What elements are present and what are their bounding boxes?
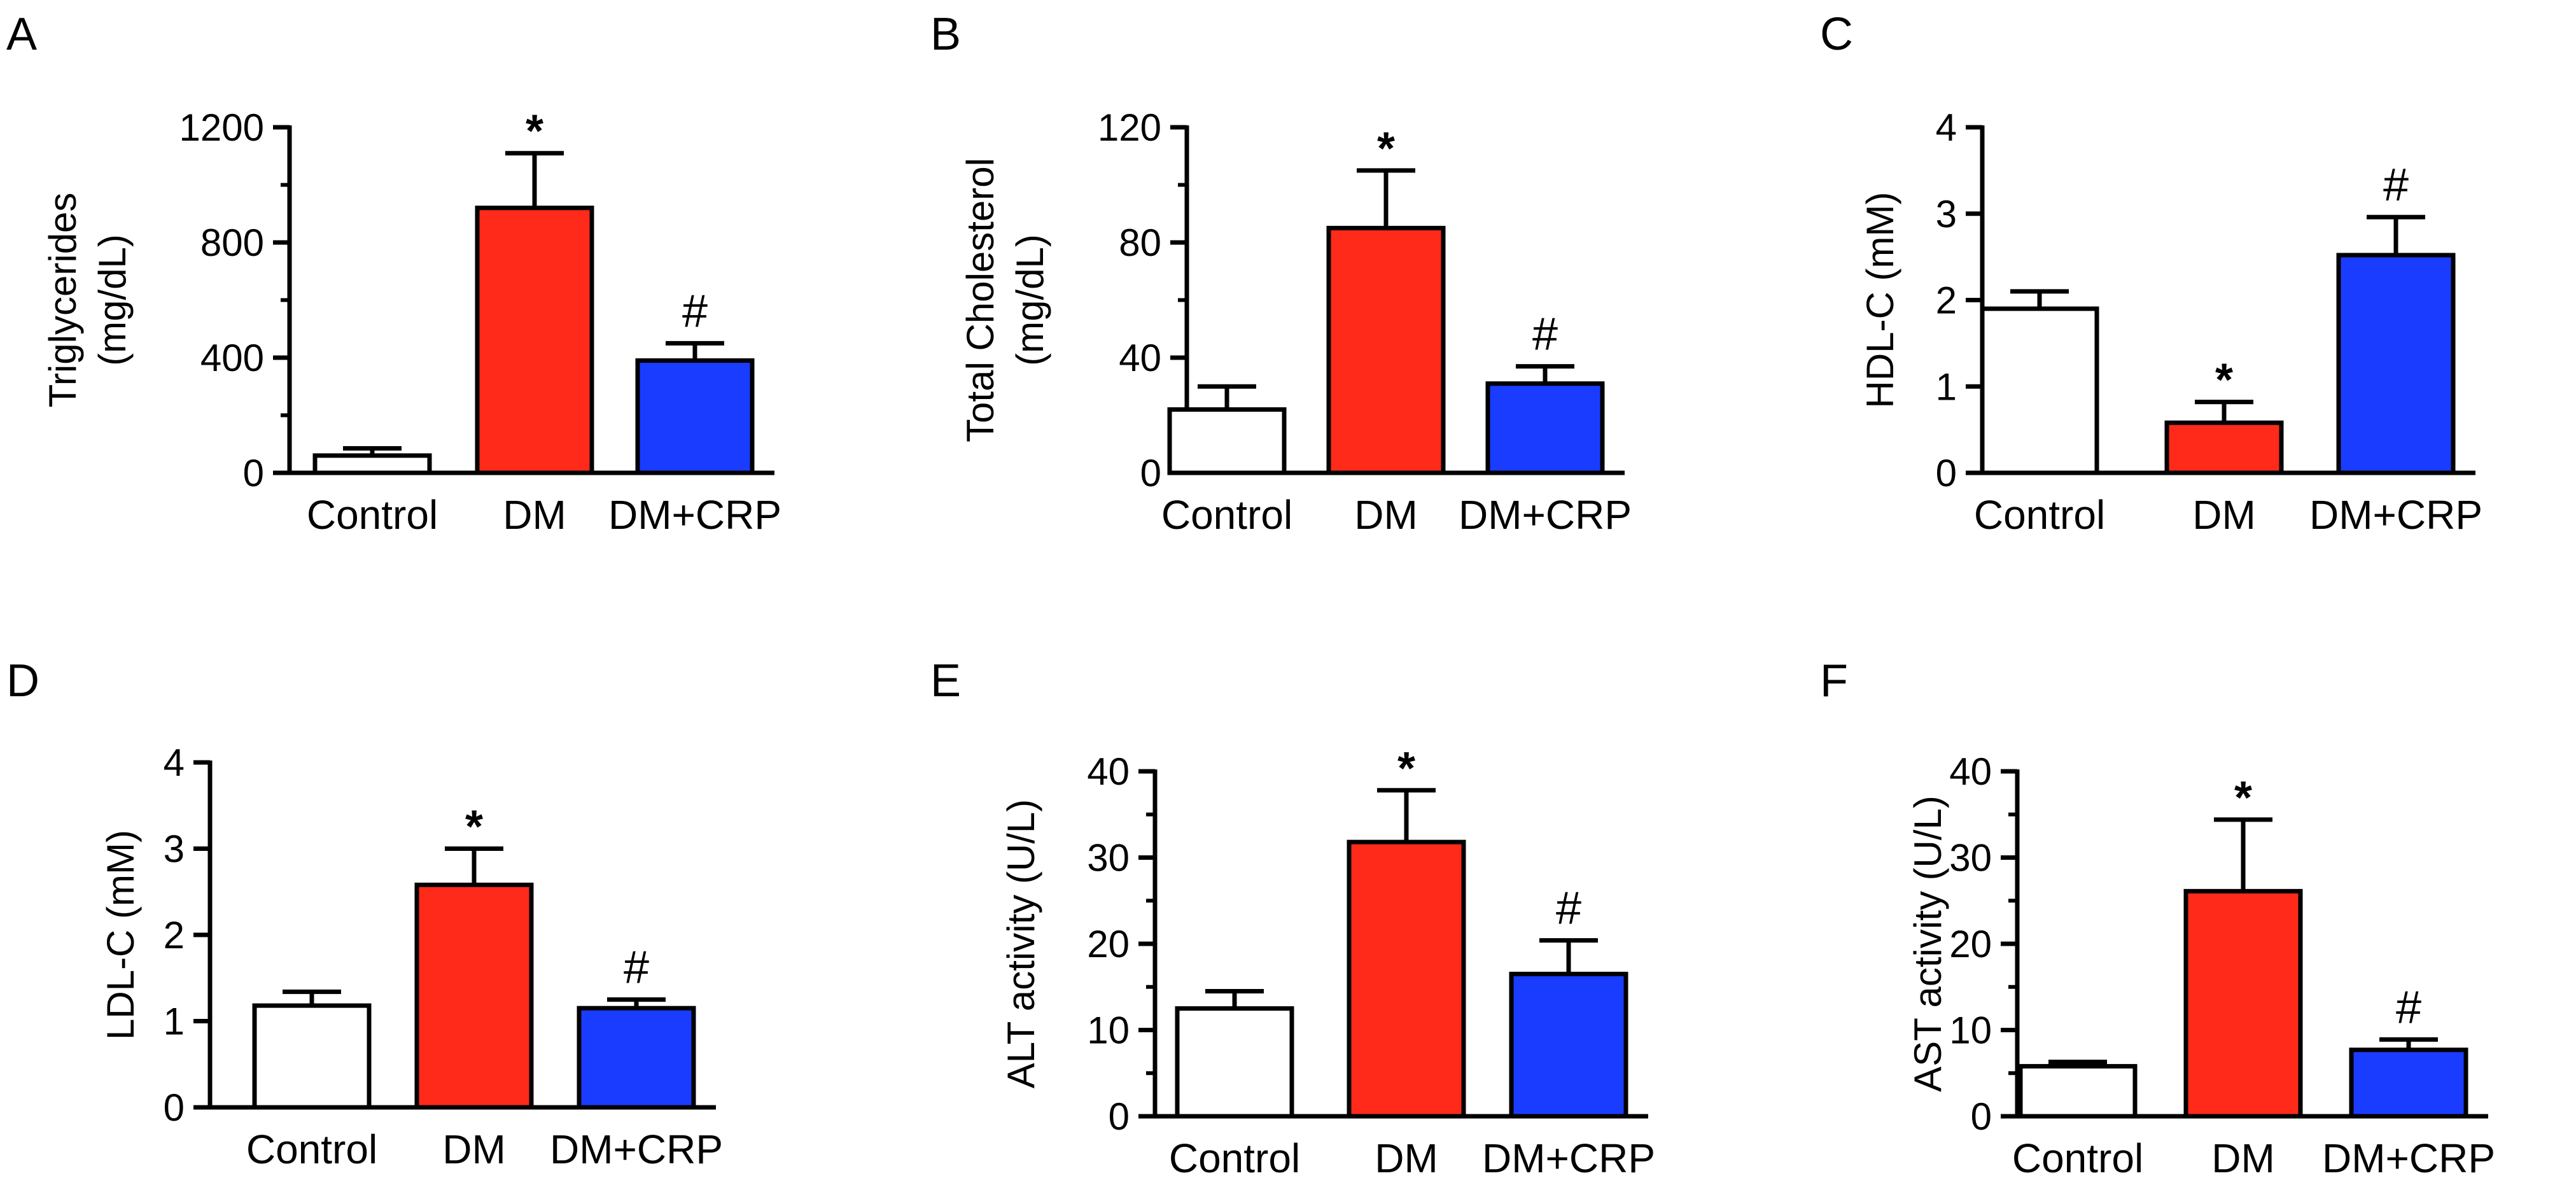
- x-category-label: DM: [503, 492, 566, 538]
- significance-hash: #: [2383, 160, 2409, 211]
- y-tick-label: 0: [164, 1086, 185, 1129]
- bar-control: [1980, 306, 2099, 475]
- y-tick-label: 0: [1936, 452, 1957, 494]
- y-axis-label: Triglycerides: [41, 193, 84, 408]
- y-tick-label: 40: [1087, 750, 1130, 793]
- x-category-label: Control: [1161, 492, 1292, 538]
- significance-hash: #: [1556, 883, 1581, 934]
- y-axis-label: ALT activity (U/L): [1000, 799, 1042, 1089]
- x-category-label: DM+CRP: [1482, 1135, 1655, 1181]
- y-tick-label: 3: [164, 828, 185, 871]
- y-tick-label: 20: [1949, 923, 1992, 965]
- y-axis-label: (mg/dL): [91, 234, 134, 366]
- y-tick-label: 10: [1087, 1009, 1130, 1052]
- panel-f: F AST activity (U/L) 0 10 20 30 40 Control * DM # D…: [1820, 656, 2495, 1181]
- significance-star: *: [526, 106, 543, 157]
- panel-d: D LDL-C (mM) 0 1 2 3 4 Control * DM # DM+CRP: [6, 656, 723, 1172]
- y-tick-label: 1: [1936, 365, 1957, 408]
- bar-control: [2018, 1063, 2138, 1119]
- x-category-label: Control: [1974, 492, 2105, 538]
- bar-dm: [414, 882, 534, 1110]
- x-category-label: DM+CRP: [550, 1126, 723, 1172]
- significance-hash: #: [1532, 309, 1558, 360]
- bar-dm-plus-crp: [2349, 1048, 2468, 1119]
- panel-letter: C: [1820, 9, 1853, 60]
- bar-dm: [2164, 420, 2284, 475]
- y-axis-label: Total Cholesterol: [959, 158, 1002, 442]
- y-axis-label: (mg/dL): [1009, 234, 1051, 366]
- significance-star: *: [1397, 743, 1415, 794]
- y-tick-label: 0: [1140, 452, 1161, 494]
- bar-dm: [475, 206, 594, 475]
- x-category-label: DM+CRP: [2309, 492, 2482, 538]
- y-tick-label: 10: [1949, 1009, 1992, 1052]
- x-category-label: DM: [2192, 492, 2256, 538]
- x-category-label: Control: [307, 492, 438, 538]
- y-tick-label: 2: [164, 914, 185, 957]
- y-tick-label: 20: [1087, 923, 1130, 965]
- bar-control: [312, 453, 432, 475]
- bar-dm: [1347, 839, 1466, 1119]
- significance-hash: #: [624, 943, 649, 993]
- significance-hash: #: [2396, 982, 2421, 1033]
- x-category-label: DM: [442, 1126, 506, 1172]
- panel-b: B Total Cholesterol (mg/dL) 0 40 80 120 Control…: [930, 9, 1632, 538]
- y-tick-label: 40: [1949, 750, 1992, 793]
- panel-letter: F: [1820, 656, 1848, 706]
- y-tick-label: 0: [1109, 1095, 1130, 1138]
- y-tick-label: 0: [243, 452, 264, 494]
- panel-e: E ALT activity (U/L) 0 10 20 30 40 Control * DM # D…: [930, 656, 1655, 1181]
- x-category-label: DM: [2211, 1135, 2275, 1181]
- significance-star: *: [1377, 123, 1395, 174]
- bar-dm-plus-crp: [577, 1006, 696, 1110]
- y-tick-label: 400: [200, 337, 264, 379]
- panel-letter: B: [930, 9, 961, 60]
- y-axis-label: LDL-C (mM): [99, 830, 142, 1040]
- bar-dm-plus-crp: [2336, 253, 2456, 475]
- y-tick-label: 40: [1119, 337, 1161, 379]
- x-category-label: Control: [2012, 1135, 2143, 1181]
- panel-a: A Triglycerides (mg/dL) 0 400 800 1200 Control *…: [6, 9, 781, 538]
- y-tick-label: 120: [1098, 106, 1161, 149]
- y-tick-label: 4: [164, 741, 185, 784]
- y-axis-label: AST activity (U/L): [1907, 796, 1949, 1092]
- y-tick-label: 800: [200, 221, 264, 264]
- y-tick-label: 80: [1119, 221, 1161, 264]
- bar-dm-plus-crp: [635, 358, 755, 475]
- x-category-label: DM: [1354, 492, 1418, 538]
- panel-letter: D: [6, 656, 39, 706]
- panel-c: C HDL-C (mM) 0 1 2 3 4 Control * DM # DM+CRP: [1820, 9, 2482, 538]
- significance-star: *: [2215, 355, 2233, 406]
- y-tick-label: 1: [164, 1000, 185, 1043]
- panel-letter: E: [930, 656, 961, 706]
- y-tick-label: 3: [1936, 193, 1957, 235]
- bar-control: [1175, 1006, 1294, 1119]
- y-tick-label: 0: [1971, 1095, 1992, 1138]
- bar-dm-plus-crp: [1509, 971, 1628, 1119]
- x-category-label: DM+CRP: [2322, 1135, 2495, 1181]
- y-tick-label: 4: [1936, 106, 1957, 149]
- y-axis-label: HDL-C (mM): [1859, 192, 1901, 409]
- bar-dm: [1326, 225, 1446, 475]
- significance-star: *: [465, 802, 483, 853]
- y-tick-label: 2: [1936, 279, 1957, 322]
- significance-star: *: [2234, 773, 2252, 824]
- bar-control: [1167, 407, 1287, 475]
- bar-dm-plus-crp: [1485, 381, 1605, 475]
- y-tick-label: 1200: [179, 106, 264, 149]
- x-category-label: DM+CRP: [608, 492, 781, 538]
- panel-letter: A: [6, 9, 37, 60]
- bar-control: [252, 1003, 372, 1110]
- x-category-label: Control: [246, 1126, 377, 1172]
- x-category-label: Control: [1169, 1135, 1300, 1181]
- x-category-label: DM: [1375, 1135, 1438, 1181]
- bar-dm: [2183, 888, 2303, 1119]
- y-tick-label: 30: [1087, 837, 1130, 880]
- y-tick-label: 30: [1949, 837, 1992, 880]
- x-category-label: DM+CRP: [1459, 492, 1632, 538]
- significance-hash: #: [682, 286, 708, 337]
